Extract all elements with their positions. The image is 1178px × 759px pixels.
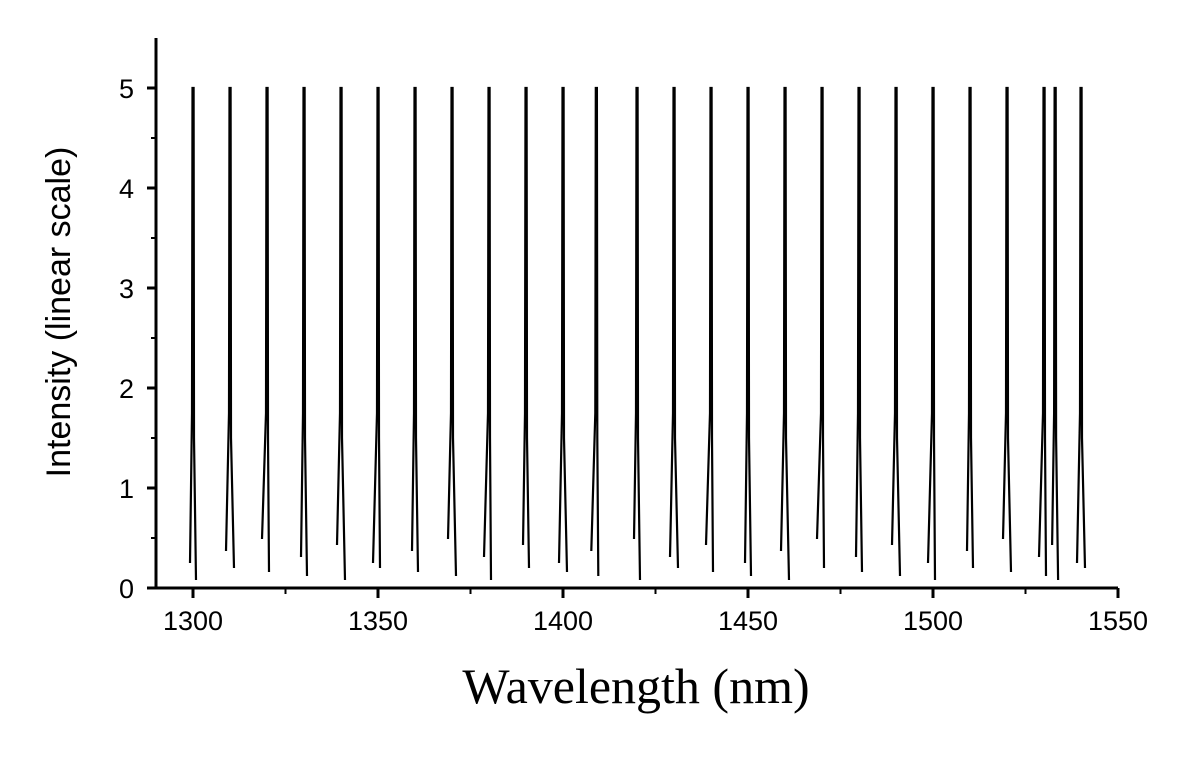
y-ticks: 0 1 2 3 4 5 — [119, 74, 156, 604]
x-axis-label: Wavelength (nm) — [462, 658, 809, 714]
spectral-peak — [299, 86, 309, 577]
y-tick-label: 5 — [119, 74, 134, 104]
x-tick-label: 1450 — [718, 606, 778, 636]
spectral-peak — [224, 86, 236, 569]
spectral-peak — [371, 86, 382, 569]
spectral-peak — [815, 86, 826, 569]
spectral-peak — [668, 86, 680, 569]
spectral-peak — [482, 86, 493, 581]
spectral-peak — [854, 86, 864, 573]
y-tick-label: 2 — [119, 374, 134, 404]
spectral-peak — [704, 86, 715, 573]
spectral-peak — [1075, 86, 1087, 569]
x-tick-label: 1300 — [163, 606, 223, 636]
spectral-peak — [1001, 86, 1013, 573]
spectral-peak — [335, 86, 347, 581]
spectral-peak — [188, 86, 198, 581]
spectral-peak — [410, 86, 420, 573]
spectral-peaks — [188, 86, 1087, 581]
x-tick-label: 1500 — [903, 606, 963, 636]
spectral-peak — [926, 86, 937, 581]
spectral-peak — [890, 86, 902, 577]
spectral-peak — [779, 86, 791, 581]
x-ticks: 1300 1350 1400 1450 1500 1550 — [163, 588, 1148, 636]
spectral-peak — [260, 86, 271, 573]
spectral-peak — [521, 86, 531, 569]
spectral-peak — [632, 86, 642, 581]
y-tick-label: 1 — [119, 474, 134, 504]
spectral-peak — [590, 86, 600, 577]
spectral-peak — [965, 86, 975, 569]
axes — [154, 38, 1118, 590]
x-tick-label: 1400 — [533, 606, 593, 636]
x-tick-label: 1550 — [1088, 606, 1148, 636]
y-tick-label: 3 — [119, 274, 134, 304]
spectral-peak — [1037, 86, 1048, 577]
y-tick-label: 4 — [119, 174, 134, 204]
spectral-peak — [446, 86, 458, 577]
x-tick-label: 1350 — [348, 606, 408, 636]
spectral-peak — [743, 86, 753, 577]
spectral-peak — [557, 86, 569, 573]
y-axis-label: Intensity (linear scale) — [40, 147, 78, 478]
spectral-peak — [1051, 86, 1060, 581]
y-tick-label: 0 — [119, 574, 134, 604]
